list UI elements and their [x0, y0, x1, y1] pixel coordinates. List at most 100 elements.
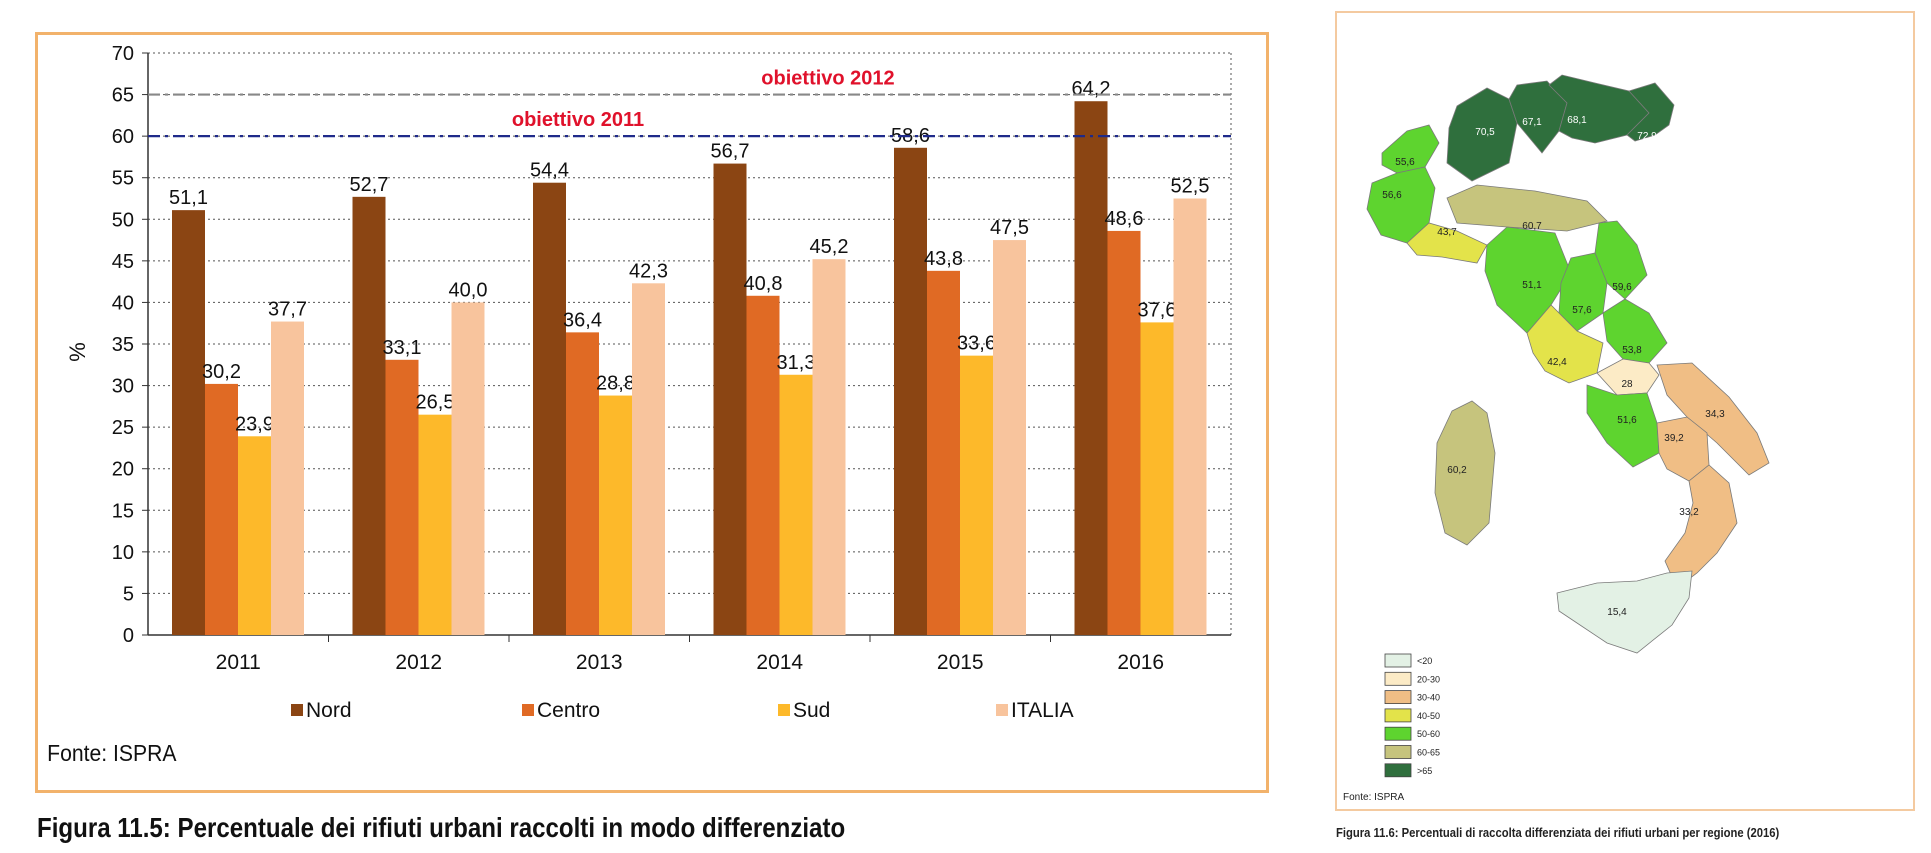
chart-source-label: Fonte: ISPRA	[47, 740, 177, 766]
y-tick-label: 70	[112, 43, 134, 65]
italy-region-map: 70,5 67,1 68,1 72,9 55,6 56,6 43,7 60,7 51,1 59,6…	[1343, 74, 1770, 803]
map-region	[1664, 464, 1738, 589]
map-legend-label: 60-65	[1417, 748, 1440, 758]
x-tick-label: 2016	[1117, 651, 1164, 674]
data-label: 37,7	[268, 299, 307, 321]
map-region-value: 60,7	[1522, 221, 1542, 232]
data-label: 31,3	[777, 352, 816, 374]
y-tick-label: 40	[112, 292, 134, 314]
legend-swatch	[522, 704, 534, 716]
map-legend-label: 30-40	[1417, 693, 1440, 703]
x-tick-label: 2015	[937, 651, 984, 674]
map-region	[1406, 222, 1488, 264]
map-region-value: 59,6	[1612, 282, 1632, 293]
data-label: 23,9	[235, 413, 274, 435]
map-source-label: Fonte: ISPRA	[1343, 792, 1404, 803]
bar-sud-2014	[779, 374, 813, 635]
y-tick-label: 15	[112, 500, 134, 522]
map-region-value: 51,1	[1522, 280, 1542, 291]
bar-nord-2016	[1074, 101, 1108, 636]
bar-centro-2016	[1107, 230, 1141, 635]
legend-label: Sud	[793, 699, 830, 722]
legend-swatch	[996, 704, 1008, 716]
map-region-value: 39,2	[1664, 433, 1684, 444]
y-tick-label: 20	[112, 459, 134, 481]
map-region	[1656, 362, 1770, 476]
bar-nord-2012	[352, 196, 386, 635]
data-label: 36,4	[563, 309, 602, 331]
map-region-value: 51,6	[1617, 415, 1637, 426]
map-region-value: 34,3	[1705, 409, 1725, 420]
bar-centro-2014	[746, 295, 780, 635]
map-region-value: 33,2	[1679, 507, 1699, 518]
data-label: 51,1	[169, 187, 208, 209]
map-region	[1381, 124, 1440, 174]
map-frame: 70,5 67,1 68,1 72,9 55,6 56,6 43,7 60,7 51,1 59,6…	[1335, 11, 1915, 811]
bar-nord-2014	[713, 163, 747, 635]
map-legend-swatch	[1384, 763, 1412, 778]
map-legend-label: 50-60	[1417, 729, 1440, 739]
data-label: 40,8	[744, 273, 783, 295]
map-region-value: 67,1	[1522, 117, 1542, 128]
legend-swatch	[291, 704, 303, 716]
map-region	[1556, 570, 1693, 654]
map-region-value: 72,9	[1637, 131, 1657, 142]
data-label: 40,0	[449, 279, 488, 301]
map-region-value: 56,6	[1382, 190, 1402, 201]
bar-chart: 0 5 10 15 20 25 30 35 40 45 50 55 60 65 70% 2011 51,1 30,…	[47, 43, 1232, 766]
map-region-value: 42,4	[1547, 357, 1567, 368]
target-label: obiettivo 2011	[512, 109, 644, 131]
data-label: 47,5	[990, 217, 1029, 239]
bar-sud-2015	[960, 355, 993, 635]
bar-italia-2016	[1173, 198, 1207, 635]
map-legend-swatch	[1384, 726, 1412, 741]
bar-sud-2013	[599, 395, 632, 635]
data-label: 28,8	[596, 373, 635, 395]
map-region-value: 60,2	[1447, 465, 1467, 476]
map-legend-swatch	[1384, 690, 1412, 704]
map-region-value: 55,6	[1395, 157, 1415, 168]
map-region	[1586, 384, 1660, 468]
y-tick-label: 30	[112, 376, 134, 398]
map-region	[1558, 252, 1608, 332]
map-legend-label: >65	[1417, 766, 1432, 776]
data-label: 56,7	[711, 141, 750, 163]
data-label: 58,6	[891, 125, 930, 147]
map-legend-label: 20-30	[1417, 674, 1440, 684]
map-legend-swatch	[1384, 745, 1412, 759]
bar-nord-2011	[172, 210, 205, 635]
x-tick-label: 2012	[395, 651, 442, 674]
map-region-value: 70,5	[1475, 127, 1495, 138]
chart-frame: 0 5 10 15 20 25 30 35 40 45 50 55 60 65 70% 2011 51,1 30,…	[35, 32, 1269, 793]
y-tick-label: 10	[112, 542, 134, 564]
data-label: 52,5	[1171, 176, 1210, 198]
data-label: 33,1	[383, 337, 422, 359]
map-figure-caption: Figura 11.6: Percentuali di raccolta dif…	[1336, 826, 1780, 840]
data-label: 43,8	[924, 248, 963, 270]
x-tick-label: 2011	[216, 651, 261, 674]
map-region-value: 53,8	[1622, 345, 1642, 356]
data-label: 30,2	[202, 361, 241, 383]
x-tick-label: 2013	[576, 651, 623, 674]
y-tick-label: 65	[112, 85, 134, 107]
map-region-value: 43,7	[1437, 227, 1457, 238]
bar-italia-2013	[632, 283, 665, 635]
bar-italia-2011	[271, 321, 304, 635]
target-label: obiettivo 2012	[761, 68, 894, 90]
bar-nord-2015	[894, 147, 927, 635]
map-legend-label: <20	[1417, 656, 1432, 666]
y-tick-label: 25	[112, 417, 134, 439]
bar-nord-2013	[533, 182, 566, 635]
legend-swatch	[778, 704, 790, 716]
y-tick-label: 50	[112, 209, 134, 231]
data-label: 42,3	[629, 260, 668, 282]
bar-sud-2012	[418, 414, 452, 635]
figure-caption: Figura 11.5: Percentuale dei rifiuti urb…	[37, 812, 846, 843]
x-tick-label: 2014	[756, 651, 803, 674]
bar-italia-2015	[993, 240, 1026, 636]
data-label: 37,6	[1138, 299, 1177, 321]
bar-italia-2012	[451, 302, 485, 635]
y-tick-label: 55	[112, 168, 134, 190]
bar-centro-2013	[566, 332, 599, 635]
y-tick-label: 0	[123, 625, 134, 647]
